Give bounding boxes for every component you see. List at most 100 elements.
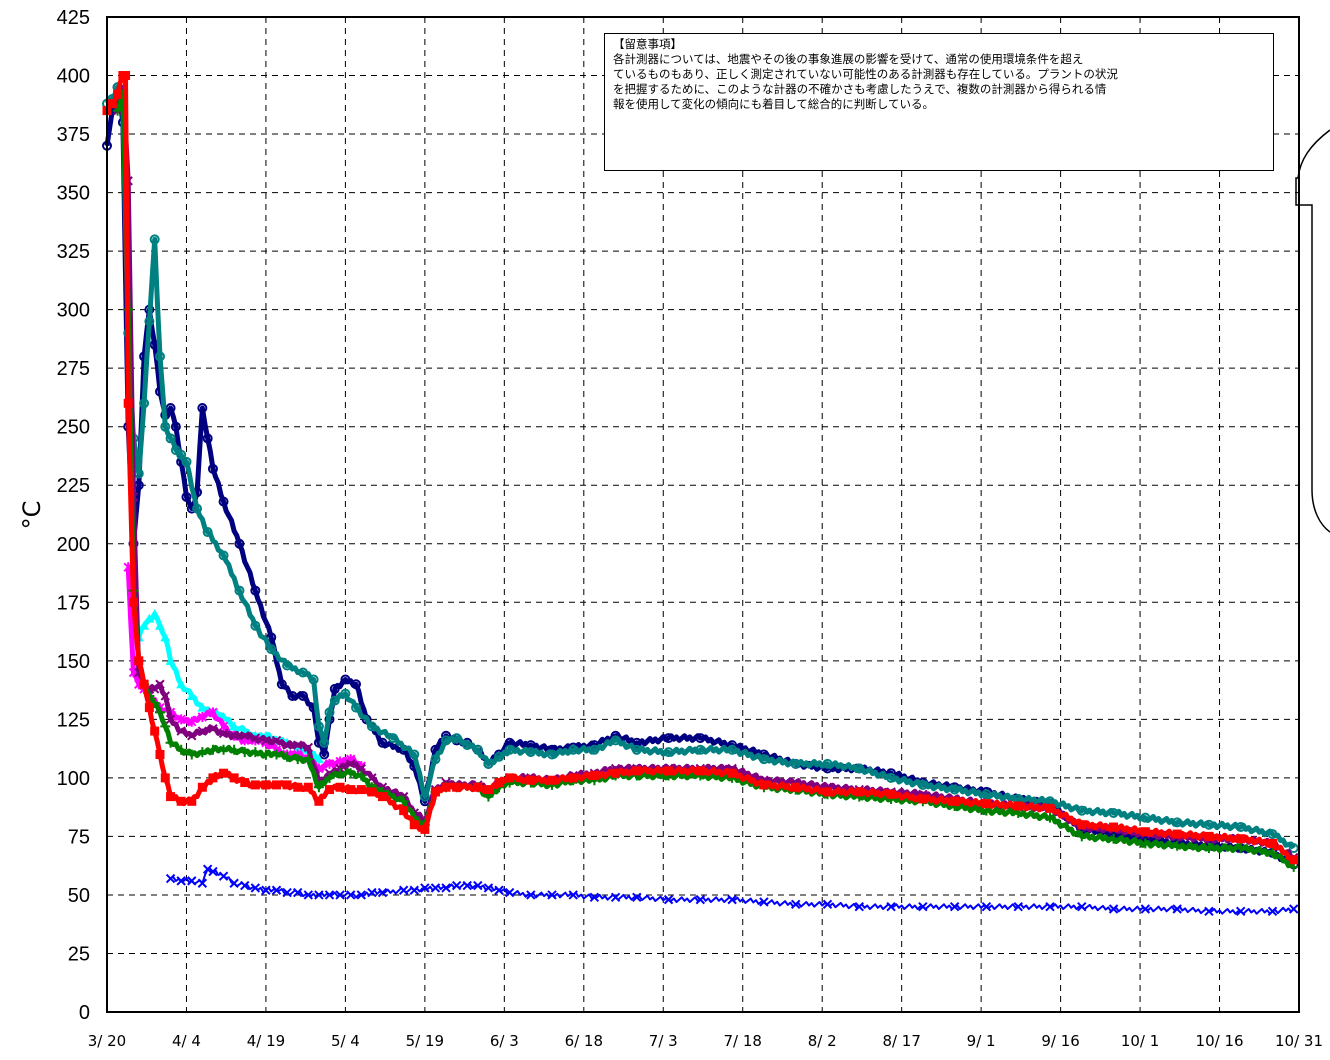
data-point	[313, 782, 324, 793]
data-point	[207, 463, 218, 474]
data-point	[282, 740, 292, 750]
data-point	[526, 775, 536, 785]
data-point	[250, 883, 261, 893]
data-point	[451, 733, 462, 744]
data-point	[329, 695, 340, 706]
data-point	[335, 890, 345, 900]
data-point	[356, 770, 367, 781]
data-point	[271, 735, 282, 746]
data-point	[981, 799, 991, 809]
data-point	[150, 726, 160, 736]
x-tick-label: 6/ 3	[490, 1032, 519, 1050]
data-point	[822, 899, 833, 910]
data-point	[420, 824, 430, 834]
series-line	[115, 91, 1296, 869]
data-point	[918, 794, 928, 804]
data-point	[197, 726, 208, 736]
data-point	[854, 763, 865, 774]
data-point	[505, 773, 515, 783]
data-point	[494, 885, 504, 895]
data-point	[791, 782, 801, 792]
data-point	[366, 721, 377, 732]
data-point	[367, 887, 377, 898]
data-point	[822, 758, 833, 769]
data-point	[112, 105, 123, 116]
y-tick-label: 150	[57, 651, 90, 673]
data-point	[176, 449, 187, 460]
data-point	[186, 749, 197, 760]
data-point	[149, 234, 160, 245]
data-point	[324, 772, 335, 783]
data-point	[473, 880, 483, 891]
data-point	[1289, 855, 1299, 865]
data-point	[250, 780, 260, 790]
data-point	[293, 782, 303, 792]
data-point	[240, 778, 250, 788]
y-tick-label: 25	[68, 943, 90, 965]
data-point	[181, 456, 192, 467]
data-point	[176, 714, 186, 725]
caution-note-line: 報を使用して変化の傾向にも着目して総合的に判断している。	[613, 97, 934, 111]
data-point	[303, 754, 314, 765]
data-point	[350, 679, 361, 690]
data-point	[452, 782, 462, 792]
caution-note-title: 【留意事項】	[613, 37, 682, 51]
data-point	[229, 744, 240, 755]
data-point	[483, 758, 494, 769]
data-point	[1109, 822, 1119, 832]
data-point	[1172, 829, 1182, 839]
data-point	[568, 890, 578, 900]
data-point	[462, 740, 473, 751]
data-point	[165, 737, 176, 748]
data-point	[139, 398, 150, 409]
data-point	[292, 754, 303, 765]
data-point	[261, 735, 271, 746]
data-point	[610, 735, 621, 746]
data-point	[695, 894, 706, 905]
data-point	[695, 766, 705, 776]
data-point	[176, 796, 186, 806]
data-point	[526, 890, 536, 900]
data-point	[192, 503, 203, 514]
series-line	[104, 84, 1296, 867]
data-point	[398, 796, 409, 807]
data-point	[547, 749, 558, 760]
data-point	[727, 894, 737, 905]
data-point	[176, 679, 187, 689]
data-point	[202, 864, 213, 874]
y-tick-label: 125	[57, 709, 90, 731]
data-point	[409, 885, 419, 895]
data-point	[154, 707, 165, 718]
data-point	[388, 733, 399, 744]
data-point	[303, 890, 314, 900]
data-point	[462, 880, 472, 891]
data-point	[430, 883, 441, 893]
data-point	[398, 885, 409, 895]
data-point	[981, 901, 992, 912]
series-6	[112, 89, 1299, 872]
data-point	[886, 901, 896, 912]
data-point	[123, 398, 133, 408]
y-tick-label: 100	[57, 768, 90, 790]
data-point	[218, 721, 229, 732]
y-tick-label: 300	[57, 300, 90, 322]
x-tick-label: 8/ 17	[882, 1032, 920, 1050]
data-point	[504, 887, 515, 898]
series-layer	[102, 71, 1299, 917]
data-point	[547, 775, 557, 785]
data-point	[121, 71, 131, 81]
data-point	[791, 899, 801, 910]
data-point	[494, 751, 505, 762]
data-point	[589, 892, 600, 902]
data-point	[377, 792, 387, 802]
data-point	[160, 691, 170, 701]
data-point	[345, 768, 356, 779]
data-point	[240, 731, 250, 741]
data-point	[1108, 808, 1119, 818]
data-point	[430, 754, 441, 765]
data-point	[1013, 901, 1023, 912]
data-point	[950, 796, 960, 806]
data-point	[1235, 843, 1246, 854]
data-point	[314, 890, 324, 900]
